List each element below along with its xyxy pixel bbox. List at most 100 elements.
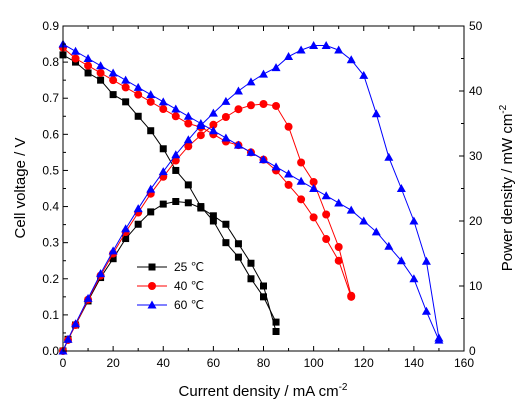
series-1-power-point xyxy=(246,101,255,110)
x-tick-label: 40 xyxy=(157,356,171,370)
series-2-power-point xyxy=(171,150,181,159)
legend-marker xyxy=(147,300,157,309)
series-1-voltage-point xyxy=(297,195,306,204)
y-left-tick-label: 0.8 xyxy=(42,55,59,69)
series-0-power-point xyxy=(159,200,167,208)
series-2-voltage-point xyxy=(133,82,143,91)
x-tick-label: 20 xyxy=(106,356,120,370)
series-2-power-point xyxy=(409,216,419,225)
series-2-power-point xyxy=(96,269,106,278)
legend-marker xyxy=(148,282,156,290)
legend-marker xyxy=(148,263,156,271)
y-right-axis-title: Power density / mW cm-2 xyxy=(498,104,516,271)
series-0-voltage-point xyxy=(147,127,155,135)
series-1-power-point xyxy=(209,120,218,129)
series-1-power-point xyxy=(297,158,306,167)
series-0-voltage-point xyxy=(97,76,105,84)
series-2-power-point xyxy=(121,224,131,233)
y-right-tick-label: 0 xyxy=(469,344,476,358)
series-2-voltage-point xyxy=(421,306,431,315)
series-0-power-point xyxy=(122,235,130,243)
series-2-power-point xyxy=(434,333,444,342)
series-1-voltage-point xyxy=(184,119,193,128)
series-1-voltage-point xyxy=(121,83,130,92)
plot-marks xyxy=(58,39,444,355)
y-left-tick-label: 0.7 xyxy=(42,91,59,105)
series-0-power-point xyxy=(272,328,280,335)
series-2-power-point xyxy=(334,45,344,54)
series-2-voltage-point xyxy=(384,241,394,250)
legend-label: 40 ℃ xyxy=(174,279,204,293)
series-1-power-point xyxy=(234,105,243,114)
series-2-power-point xyxy=(346,55,356,64)
y-left-tick-label: 0.9 xyxy=(42,19,59,33)
series-2-voltage-point xyxy=(334,198,344,207)
series-2-power-point xyxy=(246,77,256,86)
series-0-power-point xyxy=(209,212,217,220)
series-0-power-point xyxy=(134,220,142,228)
series-2-voltage-point xyxy=(146,90,156,99)
series-2-power-point xyxy=(158,167,168,176)
series-2-power-point xyxy=(396,184,406,192)
series-2-voltage-point xyxy=(346,205,356,214)
series-2-power-point xyxy=(71,319,81,328)
series-0-voltage-point xyxy=(260,293,267,301)
series-2-voltage-point xyxy=(396,256,406,265)
series-0-voltage-point xyxy=(272,318,280,326)
series-2-voltage-point xyxy=(71,46,81,55)
series-0-voltage-point xyxy=(184,181,192,189)
series-1-voltage-point xyxy=(334,256,343,265)
series-0-voltage-point xyxy=(84,69,92,77)
series-1-power-point xyxy=(334,243,343,251)
series-2-power-point xyxy=(233,86,243,95)
series-2-voltage-point xyxy=(321,191,331,200)
series-2-voltage-point xyxy=(108,68,118,77)
series-0-voltage-point xyxy=(209,217,217,225)
y-left-tick-label: 0.2 xyxy=(42,272,59,286)
series-1-power-point xyxy=(196,131,205,140)
series-1-voltage-point xyxy=(284,180,293,189)
series-0-power-point xyxy=(260,282,267,290)
series-2-power-point xyxy=(108,246,118,255)
series-2-power-point xyxy=(146,184,156,193)
y-left-axis-title: Cell voltage / V xyxy=(12,138,29,239)
series-2-power-point xyxy=(284,52,294,61)
series-1-voltage-point xyxy=(146,97,155,106)
series-1-power-point xyxy=(272,101,281,110)
series-2 xyxy=(58,39,444,355)
series-2-voltage-point xyxy=(284,169,294,178)
series-2-power-line xyxy=(62,45,440,352)
series-2-power-point xyxy=(309,41,319,49)
series-1-voltage-point xyxy=(309,213,318,222)
x-tick-label: 80 xyxy=(257,356,271,370)
series-2-power-point xyxy=(371,109,381,118)
series-0-power-point xyxy=(147,208,155,216)
series-2-voltage-point xyxy=(371,227,381,236)
y-right-tick-label: 20 xyxy=(469,214,483,228)
series-1-power-point xyxy=(347,291,356,300)
series-2-power-point xyxy=(208,108,218,117)
x-tick-label: 60 xyxy=(207,356,221,370)
series-2-voltage-point xyxy=(359,216,369,225)
series-0-voltage-point xyxy=(247,275,255,283)
series-1-power-point xyxy=(322,210,331,219)
y-right-tick-label: 50 xyxy=(469,19,483,33)
legend-label: 60 ℃ xyxy=(174,298,204,312)
series-2-voltage-point xyxy=(259,155,268,164)
series-2-power-point xyxy=(259,69,268,78)
series-2-voltage-point xyxy=(171,104,181,113)
x-axis-title-sup: -2 xyxy=(339,382,348,393)
series-2-voltage-point xyxy=(96,61,106,70)
series-2-voltage-point xyxy=(296,176,306,185)
series-0-power-point xyxy=(234,240,242,248)
x-axis-title-text: Current density / mA cm xyxy=(179,383,339,400)
x-tick-label: 100 xyxy=(304,356,324,370)
series-2-power-point xyxy=(359,70,369,79)
series-0-power-point xyxy=(197,204,205,212)
series-0 xyxy=(59,51,280,355)
series-0-voltage-point xyxy=(159,145,167,153)
series-2-power-point xyxy=(183,135,193,144)
series-0-power-point xyxy=(109,255,117,263)
series-2-power-point xyxy=(133,204,143,213)
